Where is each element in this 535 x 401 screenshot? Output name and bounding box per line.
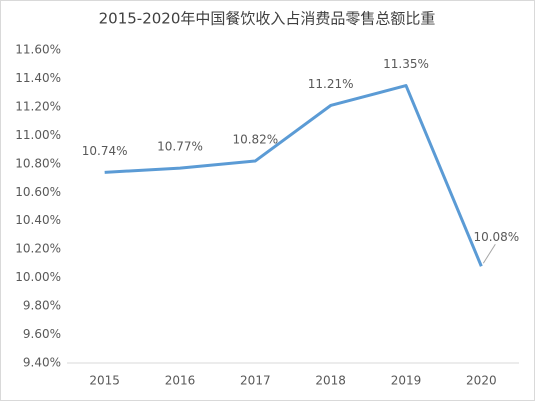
data-label: 10.08% (473, 230, 519, 244)
x-tick-label: 2020 (466, 374, 497, 388)
line (104, 84, 483, 267)
y-tick-label: 9.80% (23, 299, 61, 313)
y-tick-label: 10.20% (15, 242, 61, 256)
x-tick-label: 2018 (315, 374, 346, 388)
y-tick-label: 9.40% (23, 356, 61, 370)
data-label: 10.77% (157, 140, 203, 154)
y-tick-label: 9.60% (23, 327, 61, 341)
data-label: 11.21% (308, 77, 354, 91)
x-tick-label: 2016 (165, 374, 196, 388)
y-tick-label: 11.40% (15, 71, 61, 85)
y-tick-label: 11.20% (15, 99, 61, 113)
x-tick-label: 2015 (89, 374, 120, 388)
y-tick-label: 10.60% (15, 185, 61, 199)
data-label: 10.82% (232, 132, 278, 146)
leader-line (482, 243, 496, 264)
y-tick-label: 10.00% (15, 270, 61, 284)
chart-title: 2015-2020年中国餐饮收入占消费品零售总额比重 (99, 10, 436, 28)
data-label: 10.74% (82, 144, 128, 158)
x-tick-label: 2017 (240, 374, 271, 388)
y-tick-label: 10.80% (15, 156, 61, 170)
data-label: 11.35% (383, 57, 429, 71)
y-tick-label: 10.40% (15, 213, 61, 227)
y-tick-label: 11.00% (15, 128, 61, 142)
y-tick-label: 11.60% (15, 43, 61, 57)
x-tick-label: 2019 (391, 374, 422, 388)
